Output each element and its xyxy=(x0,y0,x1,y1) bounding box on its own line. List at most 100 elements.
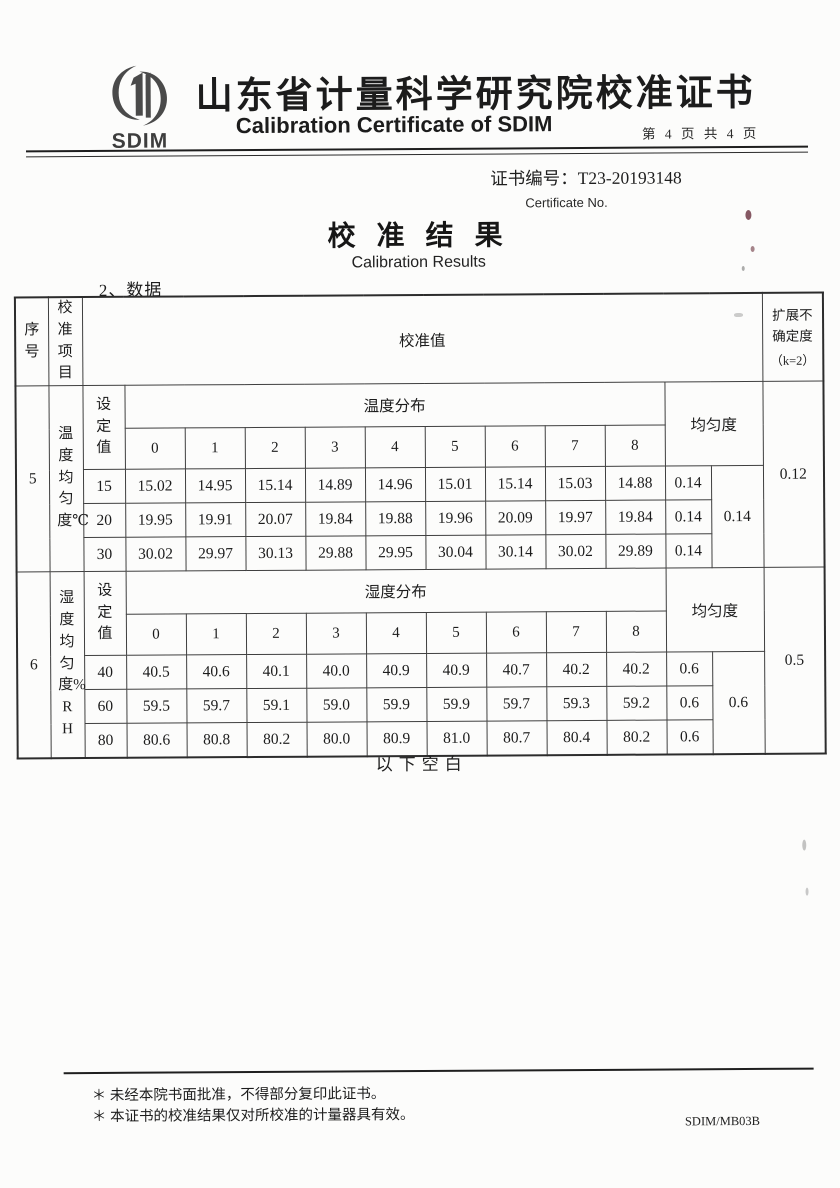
point-label: 3 xyxy=(305,612,367,655)
reading-value: 40.2 xyxy=(546,652,607,687)
reading-value: 59.7 xyxy=(186,688,247,723)
point-label: 7 xyxy=(545,611,607,653)
point-label: 1 xyxy=(185,613,247,655)
item-column-header-label: 校准项目 xyxy=(57,300,73,382)
item-cell-label: 湿度均匀度%RH xyxy=(58,590,86,738)
uniformity-header: 均匀度 xyxy=(664,381,764,467)
results-title-cn: 校 准 结 果 xyxy=(327,220,510,253)
results-title-en: Calibration Results xyxy=(351,253,486,272)
reading-value: 14.96 xyxy=(364,467,426,502)
point-label: 2 xyxy=(245,613,307,655)
reading-value: 19.95 xyxy=(125,502,186,538)
reading-value: 19.96 xyxy=(425,501,486,536)
scan-speck xyxy=(802,839,807,851)
overall-uniformity-value: 0.14 xyxy=(710,465,764,568)
table-row: 40 40.5 40.6 40.1 40.0 40.9 40.9 40.7 40… xyxy=(17,651,825,755)
point-label: 8 xyxy=(604,425,665,467)
overall-uniformity-value: 0.6 xyxy=(712,651,765,755)
expanded-uncertainty-value: 0.5 xyxy=(763,567,826,754)
set-value: 60 xyxy=(84,689,127,724)
reading-value: 40.6 xyxy=(186,654,247,689)
reading-value: 30.14 xyxy=(485,534,546,570)
item-cell: 温度均匀度℃ xyxy=(48,385,89,572)
reading-value: 19.88 xyxy=(365,501,426,536)
point-label: 7 xyxy=(544,425,605,467)
point-label: 0 xyxy=(124,427,185,470)
point-label: 6 xyxy=(484,425,545,468)
reading-value: 59.1 xyxy=(246,688,307,723)
seq-cell: 5 xyxy=(15,385,50,572)
reading-value: 30.13 xyxy=(245,536,306,571)
reading-value: 59.9 xyxy=(426,687,487,722)
set-value-header-label: 设定值 xyxy=(95,396,112,457)
reading-value: 15.14 xyxy=(244,468,306,503)
reading-value: 40.5 xyxy=(126,654,187,690)
table-row: 15 15.02 14.95 15.14 14.89 14.96 15.01 1… xyxy=(16,465,824,568)
reading-value: 40.9 xyxy=(426,653,487,688)
reading-value: 59.2 xyxy=(606,685,667,721)
reading-value: 40.0 xyxy=(306,653,367,689)
footer-note: ＊ 未经本院书面批准，不得部分复印此证书。 xyxy=(91,1086,386,1105)
reading-value: 14.89 xyxy=(304,467,366,503)
reading-value: 40.7 xyxy=(486,652,547,688)
reading-value: 40.9 xyxy=(366,653,427,688)
point-label: 1 xyxy=(184,427,245,469)
uncertainty-header-label: 扩展不确定度 xyxy=(772,307,813,344)
footer-note: ＊ 本证书的校准结果仅对所校准的计量器具有效。 xyxy=(91,1107,415,1126)
calibration-data-table: 序号 校准项目 校准值 扩展不确定度 （k=2） 5 温度均匀度℃ 设定值 温度… xyxy=(13,291,827,760)
point-label: 4 xyxy=(364,426,425,468)
row-uniformity-value: 0.6 xyxy=(666,685,713,720)
reading-value: 19.97 xyxy=(545,500,606,535)
table-row: 20 19.95 19.91 20.07 19.84 19.88 19.96 2… xyxy=(16,499,824,538)
certificate-number-label: 证书编号： xyxy=(490,168,578,189)
reading-value: 19.84 xyxy=(305,501,366,537)
reading-value: 15.01 xyxy=(424,467,486,502)
scan-speck xyxy=(805,887,809,896)
set-value: 40 xyxy=(84,655,127,690)
reading-value: 59.3 xyxy=(546,686,607,721)
blank-below-notice: 以下空白 xyxy=(375,754,468,775)
set-value-header: 设定值 xyxy=(82,385,125,470)
point-label: 2 xyxy=(244,427,305,469)
reading-value: 59.0 xyxy=(306,687,367,723)
seq-column-header: 序号 xyxy=(14,297,49,386)
reading-value: 14.88 xyxy=(604,466,666,501)
row-uniformity-value: 0.14 xyxy=(665,533,712,569)
point-label: 5 xyxy=(424,426,485,468)
reading-value: 59.7 xyxy=(486,686,547,722)
set-value-header: 设定值 xyxy=(83,571,127,656)
row-uniformity-value: 0.6 xyxy=(666,651,713,686)
uncertainty-column-header: 扩展不确定度 （k=2） xyxy=(761,292,824,382)
certificate-number-value: T23-20193148 xyxy=(577,167,682,189)
reading-value: 15.14 xyxy=(484,466,546,502)
uniformity-header: 均匀度 xyxy=(665,567,765,653)
reading-value: 30.02 xyxy=(125,536,186,572)
reading-value: 20.07 xyxy=(245,502,306,537)
reading-value: 15.03 xyxy=(544,466,606,501)
reading-value: 20.09 xyxy=(485,500,546,536)
reading-value: 29.95 xyxy=(365,535,426,570)
reading-value: 29.97 xyxy=(185,536,246,571)
item-cell: 湿度均匀度%RH xyxy=(49,571,86,759)
point-label: 8 xyxy=(605,611,667,653)
temperature-distribution-header-row: 5 温度均匀度℃ 设定值 温度分布 均匀度 0.12 xyxy=(15,381,825,572)
reading-value: 30.02 xyxy=(545,534,606,569)
point-label: 5 xyxy=(425,612,487,654)
reading-value: 15.02 xyxy=(124,468,186,504)
reading-value: 30.04 xyxy=(425,535,486,570)
point-label: 6 xyxy=(485,611,547,654)
item-column-header: 校准项目 xyxy=(47,297,83,386)
scan-speck xyxy=(741,266,745,272)
reading-value: 40.2 xyxy=(606,652,667,687)
set-value: 15 xyxy=(82,469,126,504)
distribution-header: 湿度分布 xyxy=(125,568,666,615)
value-column-header: 校准值 xyxy=(81,292,763,386)
distribution-header: 温度分布 xyxy=(124,382,665,429)
point-label: 4 xyxy=(365,612,427,654)
page-number: 第 4 页 共 4 页 xyxy=(641,125,760,142)
row-uniformity-value: 0.14 xyxy=(664,465,712,501)
certificate-number-caption: Certificate No. xyxy=(525,194,608,211)
reading-value: 40.1 xyxy=(246,654,307,689)
